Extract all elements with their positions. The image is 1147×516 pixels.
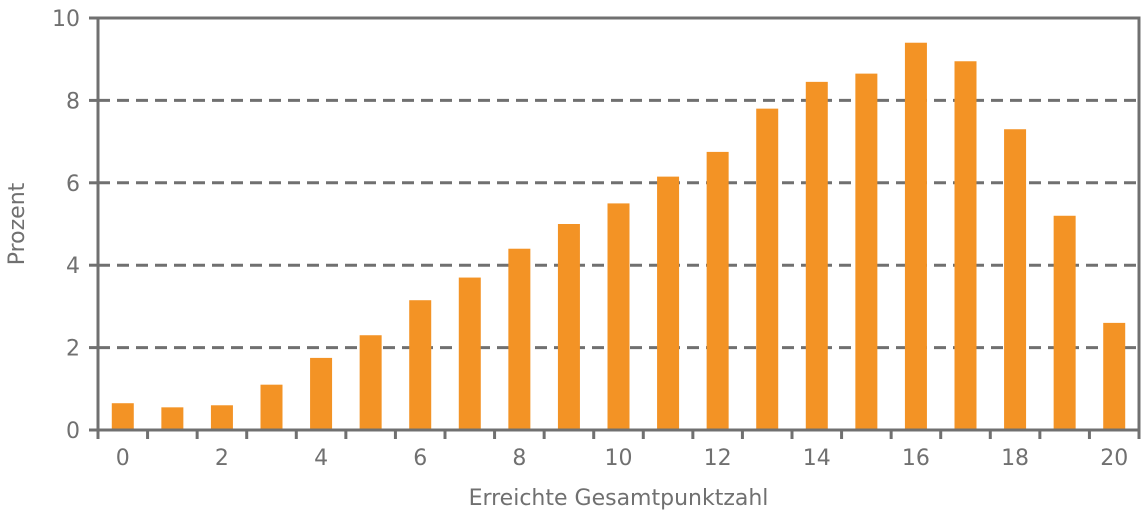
y-axis-label: Prozent: [5, 182, 30, 265]
x-tick-label: 6: [413, 446, 427, 471]
x-tick-label: 16: [902, 446, 930, 471]
y-tick-label: 10: [52, 7, 80, 32]
bar: [756, 108, 779, 430]
bar: [855, 73, 878, 431]
bar: [706, 151, 729, 430]
bar: [210, 405, 233, 430]
y-axis-ticks: 0 2 4 6 8 10: [52, 7, 98, 444]
bar: [161, 407, 184, 430]
bars: [111, 42, 1126, 431]
x-tick-label: 14: [803, 446, 831, 471]
x-tick-label: 0: [116, 446, 130, 471]
plot-frame: [96, 16, 1141, 432]
x-tick-label: 2: [215, 446, 229, 471]
bar: [458, 277, 481, 430]
bar: [1103, 322, 1126, 430]
x-tick-label: 10: [605, 446, 633, 471]
bar: [310, 357, 333, 430]
bar: [954, 61, 977, 430]
bar: [557, 224, 580, 430]
bar: [657, 176, 680, 430]
x-tick-label: 12: [704, 446, 732, 471]
y-tick-label: 2: [66, 337, 80, 362]
bar: [1053, 215, 1076, 430]
x-axis-ticks: 0 2 4 6 8 10 12 14 16 18 20: [96, 430, 1141, 471]
bar: [805, 81, 828, 431]
x-tick-label: 18: [1001, 446, 1029, 471]
y-tick-label: 0: [66, 419, 80, 444]
bar: [260, 384, 283, 430]
y-tick-label: 6: [66, 172, 80, 197]
x-tick-label: 8: [512, 446, 526, 471]
bar: [359, 335, 382, 430]
y-tick-label: 8: [66, 89, 80, 114]
x-tick-label: 20: [1100, 446, 1128, 471]
bar: [607, 203, 630, 430]
bar: [508, 248, 531, 430]
bar: [904, 42, 927, 430]
y-tick-label: 4: [66, 254, 80, 279]
bar: [409, 300, 432, 430]
bar: [1004, 129, 1027, 431]
x-tick-label: 4: [314, 446, 328, 471]
bar: [111, 403, 134, 430]
x-axis-label: Erreichte Gesamtpunktzahl: [469, 486, 769, 511]
